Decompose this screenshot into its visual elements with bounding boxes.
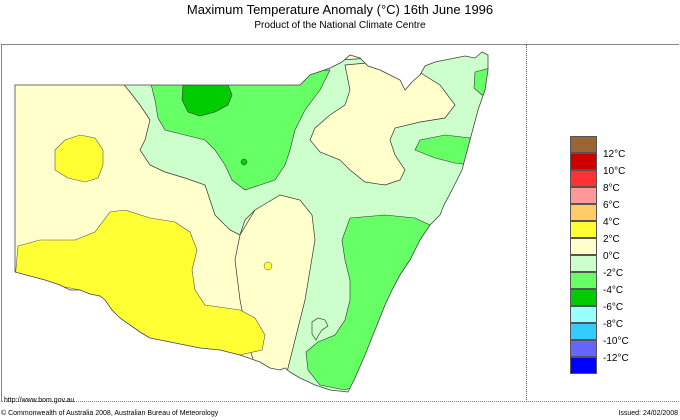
legend-label: -6°C [603,302,624,313]
copyright-notice: © Commonwealth of Australia 2008, Austra… [1,410,219,417]
map-title: Maximum Temperature Anomaly (°C) 16th Ju… [186,2,494,17]
legend-swatch [570,255,597,272]
map-frame [1,44,679,402]
legend-swatch [570,136,597,153]
website-link[interactable]: http://www.bom.gov.au [4,397,75,404]
legend-swatch [570,340,597,357]
legend-label: 0°C [603,251,620,262]
legend-label: 10°C [603,166,626,177]
map-subtitle: Product of the National Climate Centre [254,20,426,31]
legend-label: -10°C [603,336,629,347]
legend-label: -8°C [603,319,624,330]
legend-swatch [570,238,597,255]
legend-swatch [570,170,597,187]
legend-swatch [570,204,597,221]
legend-label: 8°C [603,183,620,194]
legend-swatch [570,289,597,306]
legend-label: 4°C [603,217,620,228]
legend-label: -12°C [603,353,629,364]
legend-label: 6°C [603,200,620,211]
legend-label: 12°C [603,149,626,160]
legend-divider [526,44,527,402]
legend-label: -4°C [603,285,624,296]
legend-swatch [570,221,597,238]
legend-swatch [570,357,597,374]
legend-swatch [570,153,597,170]
legend-label: 2°C [603,234,620,245]
legend-swatch [570,272,597,289]
legend-swatch [570,323,597,340]
issued-date: Issued: 24/02/2008 [618,410,678,417]
legend-label: -2°C [603,268,624,279]
legend-swatch [570,306,597,323]
legend-swatch [570,187,597,204]
nsw-anomaly-map [14,51,489,393]
